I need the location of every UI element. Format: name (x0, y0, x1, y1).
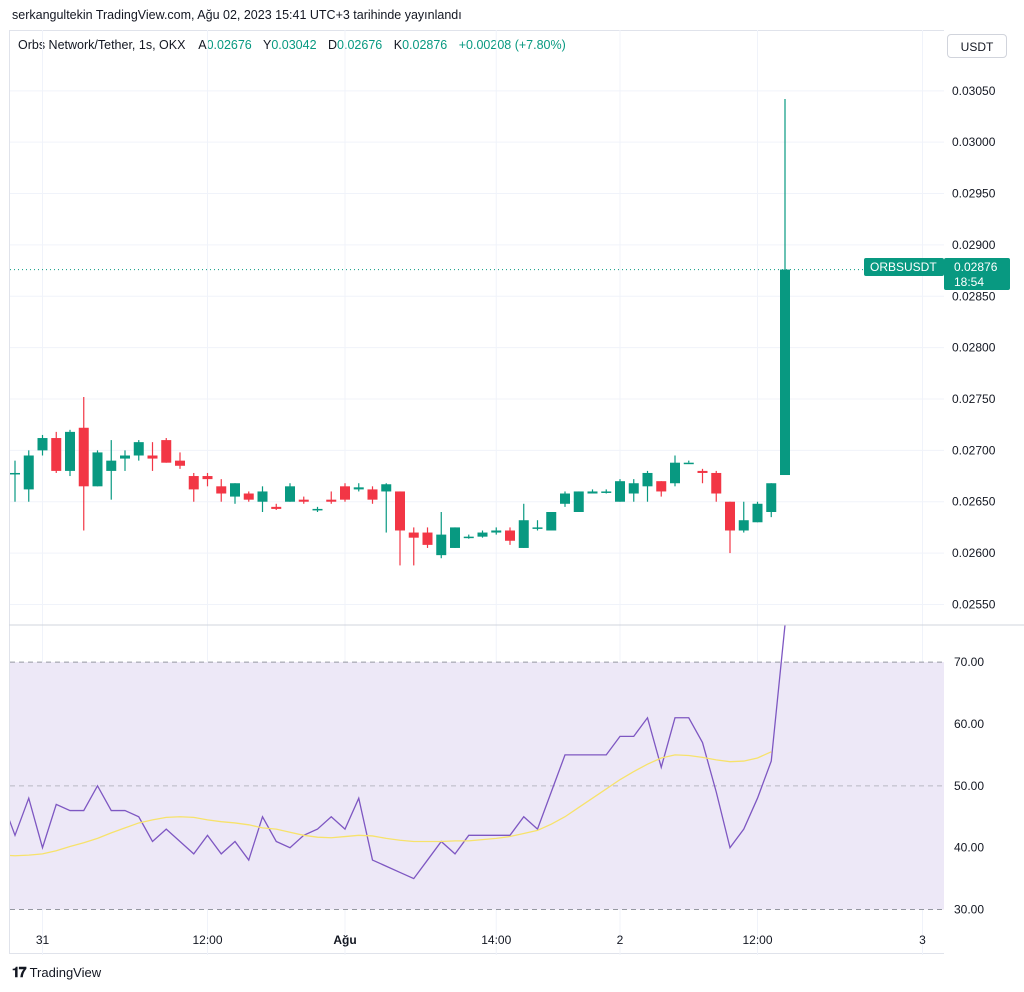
legend-close-label: K (393, 38, 403, 52)
rsi-axis[interactable]: 70.00 60.00 50.00 40.00 30.00 (954, 655, 984, 916)
legend-open-value: 0.02676 (206, 38, 252, 52)
legend-change: +0.00208 (+7.80%) (458, 38, 566, 52)
price-tick-label-10: 0.02550 (952, 597, 996, 611)
legend-high-value: 0.03042 (271, 38, 317, 52)
price-tick-label-7: 0.02700 (952, 443, 996, 457)
rsi-tick-label-0: 70.00 (954, 655, 984, 669)
price-tick-label-3: 0.02900 (952, 238, 996, 252)
chart-frame (9, 30, 944, 954)
price-tick-label-2: 0.02950 (952, 187, 996, 201)
legend-symbol[interactable]: Orbs Network/Tether, 1s, OKX (18, 38, 186, 52)
currency-button[interactable]: USDT (947, 34, 1007, 58)
price-tick-label-0: 0.03050 (952, 84, 996, 98)
legend-high-label: Y (263, 38, 272, 52)
legend-low-label: D (328, 38, 338, 52)
legend-open-label: A (198, 38, 207, 52)
price-axis[interactable]: 0.03050 0.03000 0.02950 0.02900 0.02850 0.028… (952, 84, 996, 612)
tradingview-logo-icon: 𝟏𝟕 (12, 964, 27, 980)
footer-brand[interactable]: 𝟏𝟕 TradingView (12, 964, 101, 981)
rsi-tick-label-2: 50.00 (954, 779, 984, 793)
price-tick-label-6: 0.02750 (952, 392, 996, 406)
price-tag-price: 0.02876 (954, 260, 998, 274)
price-tick-label-4: 0.02850 (952, 289, 996, 303)
footer-brand-text: TradingView (29, 965, 102, 980)
publish-info: serkangultekin TradingView.com, Ağu 02, … (12, 8, 462, 22)
price-tick-label-1: 0.03000 (952, 135, 996, 149)
price-tick-label-9: 0.02600 (952, 546, 996, 560)
rsi-tick-label-3: 40.00 (954, 841, 984, 855)
chart-legend: Orbs Network/Tether, 1s, OKX A0.02676 Y0… (18, 38, 574, 52)
legend-close-value: 0.02876 (402, 38, 448, 52)
price-tag-countdown: 18:54 (954, 275, 984, 289)
price-tick-label-5: 0.02800 (952, 341, 996, 355)
rsi-tick-label-1: 60.00 (954, 717, 984, 731)
price-tick-label-8: 0.02650 (952, 495, 996, 509)
legend-low-value: 0.02676 (337, 38, 383, 52)
rsi-tick-label-4: 30.00 (954, 903, 984, 917)
